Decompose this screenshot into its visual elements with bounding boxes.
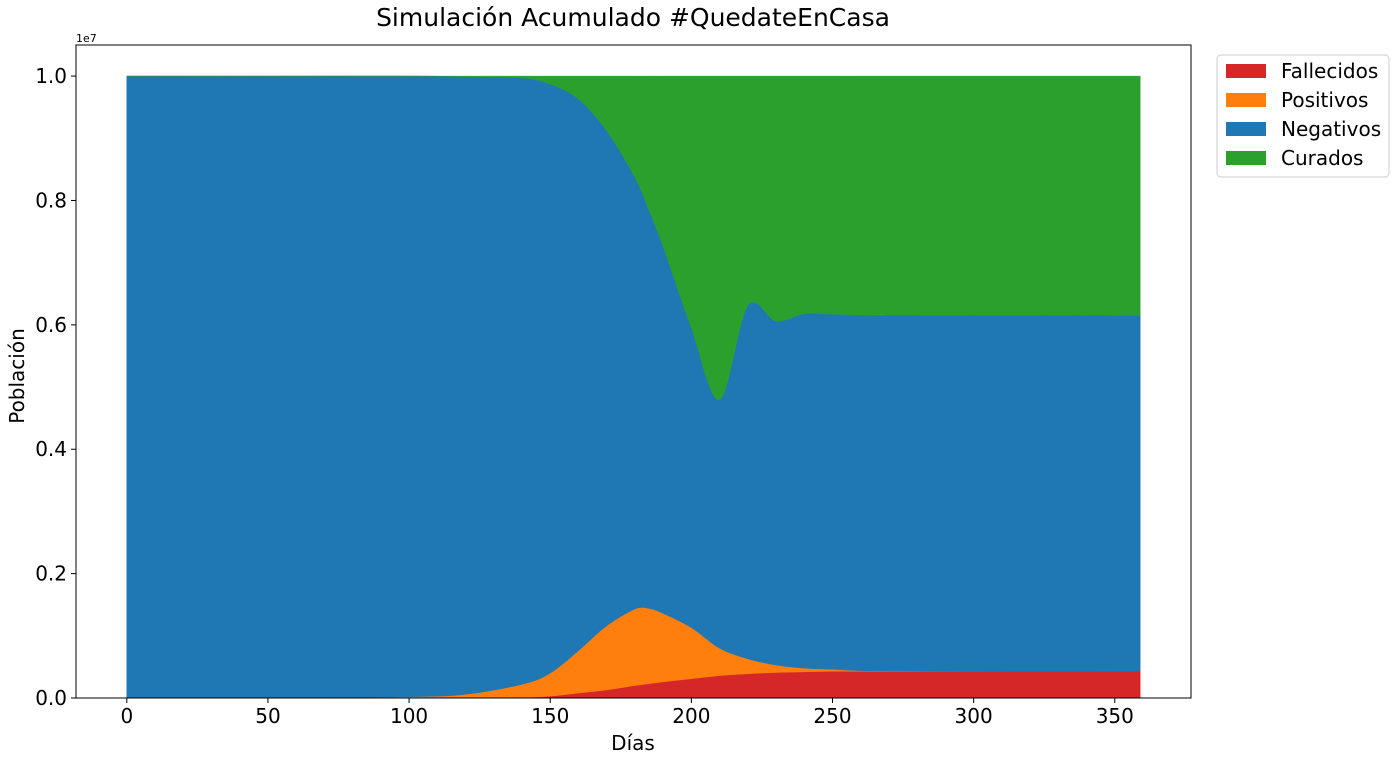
area-curados	[126, 75, 1141, 400]
legend-swatch-negativos	[1226, 122, 1266, 136]
x-tick-label: 50	[255, 704, 280, 728]
plot-areas	[126, 75, 1141, 699]
y-axis: 0.0 0.2 0.4 0.6 0.8 1.0	[35, 64, 76, 710]
y-tick-label: 0.8	[35, 188, 67, 212]
y-tick-label: 0.6	[35, 313, 67, 337]
x-tick-label: 150	[531, 704, 569, 728]
legend-frame	[1216, 54, 1390, 178]
x-axis: 0 50 100 150 200 250 300 350	[120, 698, 1134, 728]
chart-title: Simulación Acumulado #QuedateEnCasa	[376, 3, 890, 32]
legend-label-curados: Curados	[1281, 146, 1363, 170]
x-tick-label: 100	[390, 704, 428, 728]
plot-frame	[75, 44, 1192, 699]
x-tick-label: 200	[672, 704, 710, 728]
legend: Fallecidos Positivos Negativos Curados	[1216, 54, 1390, 178]
x-tick-label: 0	[120, 704, 133, 728]
x-tick-label: 300	[955, 704, 993, 728]
legend-label-positivos: Positivos	[1281, 88, 1368, 112]
legend-label-fallecidos: Fallecidos	[1281, 59, 1378, 83]
legend-swatch-fallecidos	[1226, 64, 1266, 78]
y-tick-label: 1.0	[35, 64, 67, 88]
legend-swatch-curados	[1226, 151, 1266, 165]
legend-swatch-positivos	[1226, 93, 1266, 107]
y-offset-label: 1e7	[76, 32, 97, 45]
x-tick-label: 250	[813, 704, 851, 728]
x-axis-label: Días	[611, 731, 655, 755]
y-tick-label: 0.0	[35, 686, 67, 710]
x-tick-label: 350	[1096, 704, 1134, 728]
y-tick-label: 0.4	[35, 437, 67, 461]
legend-label-negativos: Negativos	[1281, 117, 1381, 141]
y-axis-label: Población	[5, 328, 29, 424]
y-tick-label: 0.2	[35, 562, 67, 586]
